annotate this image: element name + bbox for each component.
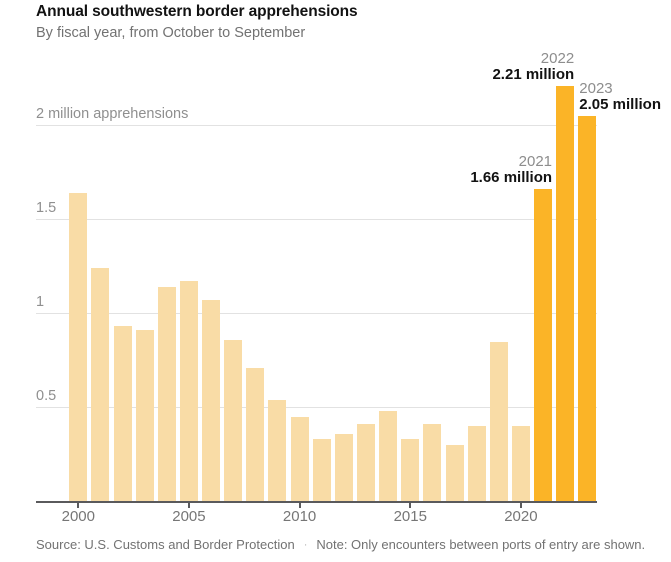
bar-2017 bbox=[445, 445, 464, 502]
x-axis-line bbox=[36, 500, 597, 503]
annotation-2023: 2023 2.05 million bbox=[579, 79, 661, 113]
x-axis-tick bbox=[77, 502, 80, 508]
bar-2023 bbox=[578, 115, 597, 502]
bar-2011 bbox=[312, 439, 331, 502]
page-title: Annual southwestern border apprehensions bbox=[36, 3, 358, 20]
bar-2005 bbox=[179, 281, 198, 502]
gridline bbox=[36, 407, 597, 409]
bar-2006 bbox=[202, 300, 221, 502]
chart-subtitle: By fiscal year, from October to Septembe… bbox=[36, 25, 306, 41]
x-axis-tick bbox=[187, 502, 190, 508]
annotation-value-label: 2.21 million bbox=[492, 65, 575, 83]
bar-2022 bbox=[556, 85, 575, 502]
gridline bbox=[36, 219, 597, 221]
annotation-2021: 2021 1.66 million bbox=[470, 154, 552, 186]
bar-2015 bbox=[401, 439, 420, 502]
y-axis-label: 1 bbox=[36, 294, 45, 311]
bar-2003 bbox=[135, 330, 154, 502]
annotation-value-label: 1.66 million bbox=[470, 169, 553, 187]
bar-2018 bbox=[467, 426, 486, 502]
x-axis-tick bbox=[519, 502, 522, 508]
bar-2004 bbox=[157, 286, 176, 502]
x-axis-tick-label: 2020 bbox=[504, 507, 538, 525]
bar-2002 bbox=[113, 326, 132, 502]
y-axis-label: 2 million apprehensions bbox=[36, 106, 189, 123]
bar-2013 bbox=[356, 424, 375, 502]
bar-2012 bbox=[334, 433, 353, 502]
annotation-year-label: 2023 bbox=[579, 79, 613, 97]
annotation-year-label: 2021 bbox=[518, 153, 553, 171]
bar-2019 bbox=[489, 341, 508, 502]
bar-2020 bbox=[511, 426, 530, 502]
chart-footer: Source: U.S. Customs and Border Protecti… bbox=[36, 537, 645, 552]
x-axis-tick-label: 2015 bbox=[393, 507, 427, 525]
annotation-year-label: 2022 bbox=[540, 49, 575, 67]
bar-2007 bbox=[224, 339, 243, 502]
methodology-note: Note: Only encounters between ports of e… bbox=[316, 537, 646, 552]
source-note: Source: U.S. Customs and Border Protecti… bbox=[36, 537, 295, 552]
y-axis-label: 0.5 bbox=[36, 388, 57, 405]
bar-2010 bbox=[290, 416, 309, 502]
gridline bbox=[36, 125, 597, 127]
bar-2021 bbox=[534, 189, 553, 502]
x-axis-tick-label: 2010 bbox=[282, 507, 317, 525]
bar-2016 bbox=[423, 424, 442, 502]
annotation-2022: 2022 2.21 million bbox=[492, 49, 575, 83]
x-axis-tick-label: 2000 bbox=[61, 507, 95, 525]
bar-2009 bbox=[268, 399, 287, 502]
y-axis-label: 1.5 bbox=[36, 200, 57, 217]
x-axis-tick bbox=[409, 502, 412, 508]
footer-separator-dot: · bbox=[303, 539, 308, 551]
x-axis-tick bbox=[298, 502, 301, 508]
x-axis-tick-label: 2005 bbox=[172, 507, 206, 525]
gridline bbox=[36, 313, 597, 315]
bar-2008 bbox=[246, 367, 265, 502]
annotation-value-label: 2.05 million bbox=[579, 95, 661, 113]
bar-2000 bbox=[69, 192, 88, 502]
chart-header: Annual southwestern border apprehensions… bbox=[36, 3, 358, 41]
bar-2014 bbox=[379, 411, 398, 502]
bar-2001 bbox=[91, 268, 110, 502]
